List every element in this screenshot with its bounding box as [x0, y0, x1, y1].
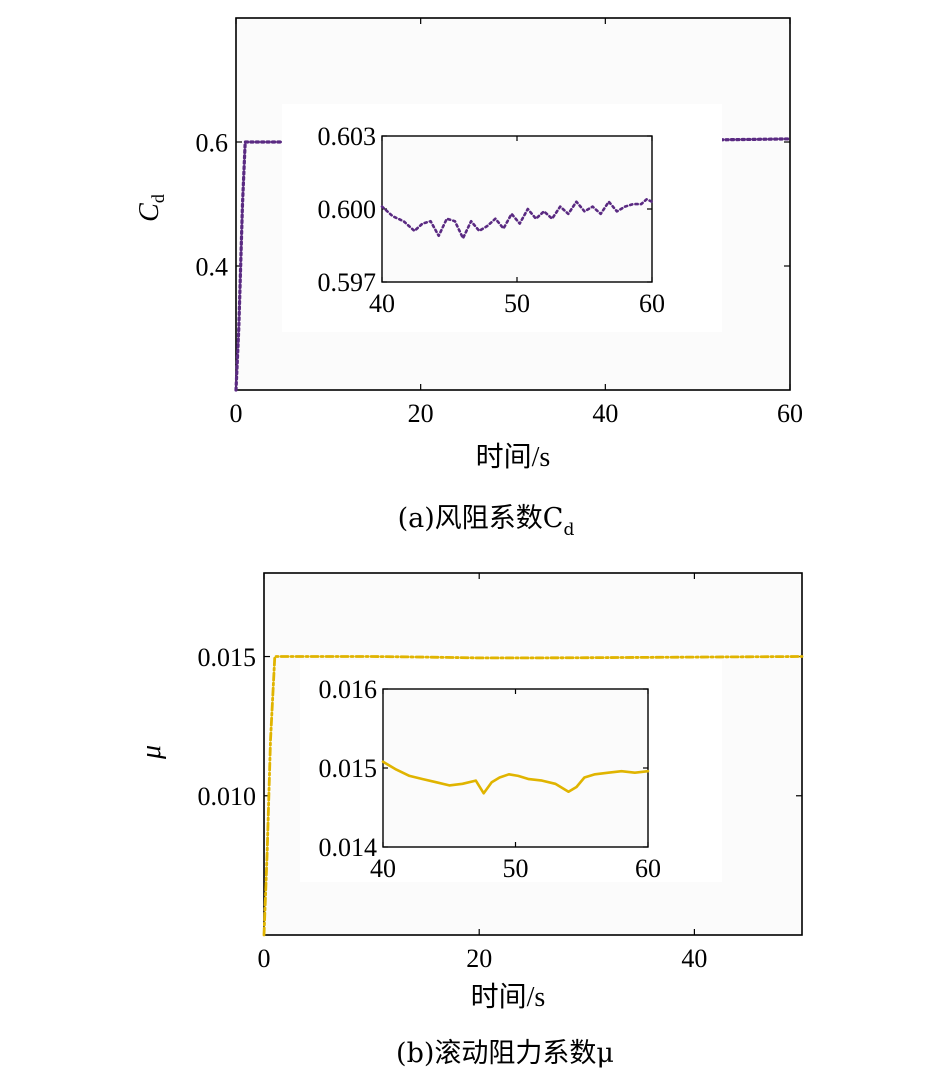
chart-a-x-tick-label: 0 [230, 399, 243, 428]
chart-a-caption: (a)风阻系数Cd [398, 503, 575, 540]
chart-a-inset-y-tick-label: 0.600 [318, 195, 377, 224]
chart-b-x-tick-label: 0 [258, 944, 271, 973]
chart-b-y-label: μ [136, 745, 167, 760]
chart-b-inset: 0.014 0.015 0.016 40 50 60 [300, 660, 722, 883]
chart-a-x-tick-label: 60 [777, 399, 803, 428]
chart-a-y-label-main: C [134, 203, 165, 222]
chart-b-inset-y-tick-label: 0.014 [319, 833, 378, 862]
chart-b-x-label: 时间/s [471, 981, 546, 1013]
chart-b-inset-x-tick-label: 50 [503, 854, 529, 883]
chart-b-inset-x-tick-label: 40 [370, 854, 396, 883]
chart-a-inset-x-ticks: 40 50 60 [369, 136, 665, 318]
chart-b-inset-x-ticks: 40 50 60 [370, 689, 661, 883]
chart-a-y-label-sub: d [148, 194, 168, 203]
chart-b-inset-series-line-0 [381, 760, 650, 795]
chart-b-x-ticks: 0 20 40 [258, 573, 707, 973]
chart-a-inset-x-tick-label: 50 [504, 289, 530, 318]
chart-a-inset-y-tick-label: 0.603 [318, 122, 377, 151]
chart-b-inset-y-tick-label: 0.015 [319, 754, 378, 783]
chart-a-inset-x-tick-label: 40 [369, 289, 395, 318]
chart-b-y-tick-label: 0.010 [198, 782, 257, 811]
chart-b-series [262, 655, 804, 937]
chart-a-caption-sub: d [563, 520, 574, 540]
chart-b: 0.010 0.015 0 20 40 μ 时间/s 0.014 0.015 0.016 … [136, 572, 804, 1069]
chart-a-inset-y-tick-label: 0.597 [318, 268, 377, 297]
chart-b-inset-y-ticks: 0.014 0.015 0.016 [319, 675, 648, 862]
chart-a-inset-y-ticks: 0.597 0.600 0.603 [318, 122, 652, 297]
chart-b-caption: (b)滚动阻力系数μ [396, 1038, 614, 1069]
chart-b-inset-x-tick-label: 60 [635, 854, 661, 883]
chart-b-inset-series [381, 760, 650, 795]
chart-a-caption-main: (a)风阻系数C [398, 503, 564, 534]
chart-b-y-ticks: 0.010 0.015 [198, 643, 802, 811]
chart-a-inset-series-line-0 [380, 198, 654, 240]
chart-a: 0.4 0.6 0 20 40 60 Cd 时间/s 0.597 0.600 0.603 4… [134, 17, 803, 540]
chart-b-y-tick-label: 0.015 [198, 643, 257, 672]
chart-b-x-tick-label: 20 [466, 944, 492, 973]
chart-a-x-tick-label: 40 [592, 399, 618, 428]
chart-b-series-line-0 [262, 655, 804, 937]
chart-a-axes: 0.4 0.6 0 20 40 60 [196, 18, 803, 428]
chart-a-inset-x-tick-label: 60 [639, 289, 665, 318]
chart-a-y-tick-label: 0.4 [196, 252, 229, 281]
chart-b-axes: 0.010 0.015 0 20 40 [198, 573, 802, 973]
chart-a-x-label: 时间/s [476, 441, 551, 473]
chart-a-inset-series [380, 198, 654, 240]
chart-a-y-label: Cd [134, 194, 168, 222]
chart-b-inset-y-tick-label: 0.016 [319, 675, 378, 704]
chart-a-inset: 0.597 0.600 0.603 40 50 60 [282, 104, 722, 332]
chart-a-y-ticks: 0.4 0.6 [196, 128, 790, 281]
chart-b-x-tick-label: 40 [681, 944, 707, 973]
chart-a-y-tick-label: 0.6 [196, 128, 229, 157]
chart-a-x-tick-label: 20 [408, 399, 434, 428]
chart-a-x-ticks: 0 20 40 60 [230, 18, 803, 428]
chart-a-inset-plot-area [381, 135, 653, 283]
chart-b-inset-plot-area [382, 688, 649, 848]
